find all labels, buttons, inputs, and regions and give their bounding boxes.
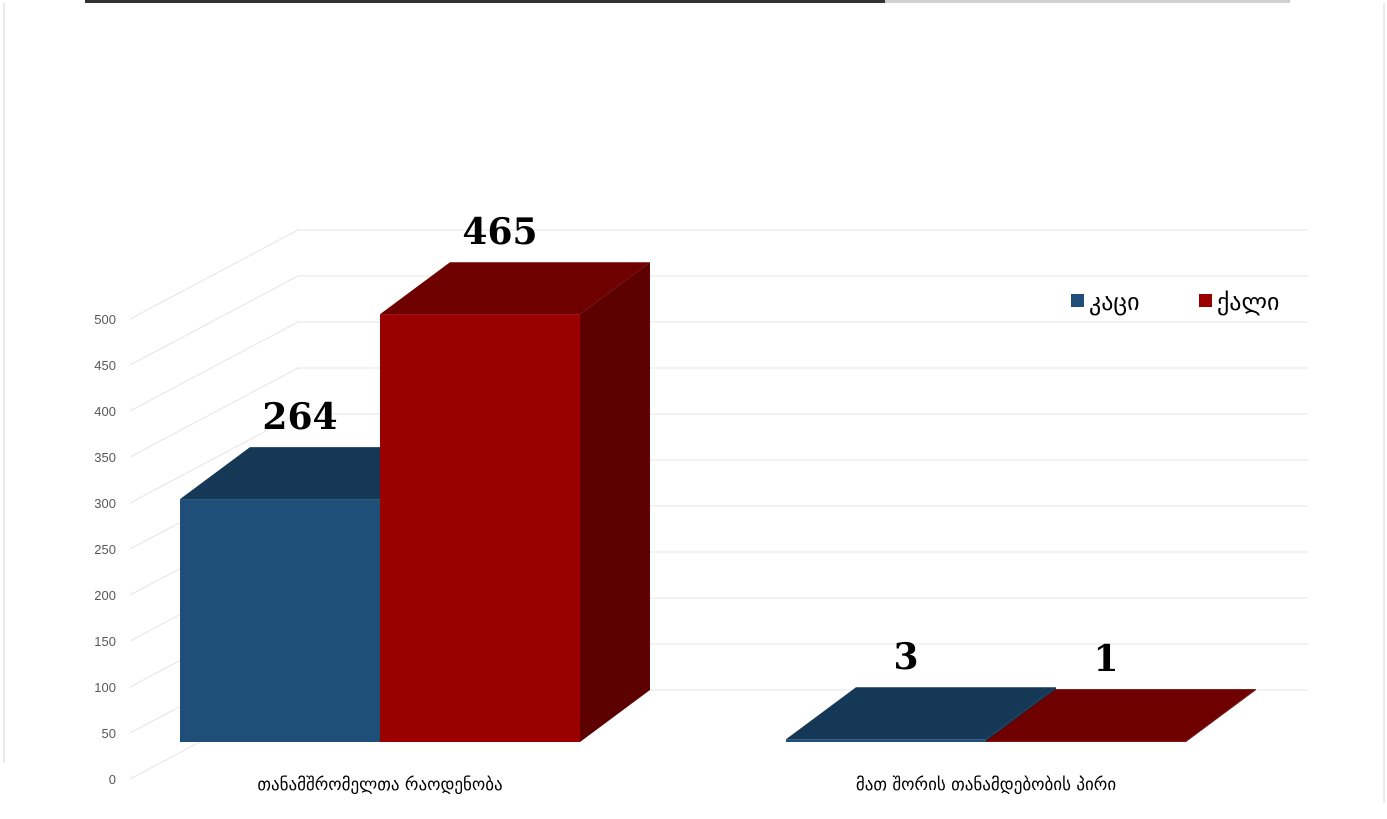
top-border-dark (85, 0, 885, 3)
y-tick-label: 450 (94, 358, 116, 373)
gridline-side (129, 367, 299, 458)
y-tick-label: 100 (94, 680, 116, 695)
bar-side-face (1186, 689, 1256, 742)
y-axis-tick-labels: 0 50 100 150 200 250 300 350 400 450 500 (94, 312, 116, 787)
y-tick-label: 300 (94, 496, 116, 511)
gridline-side (129, 321, 299, 412)
y-tick-label: 250 (94, 542, 116, 557)
y-tick-label: 200 (94, 588, 116, 603)
frame-left-edge (3, 3, 5, 763)
data-label: 465 (462, 211, 537, 253)
data-label: 1 (1093, 638, 1118, 680)
data-label: 264 (262, 396, 337, 438)
data-label: 3 (893, 636, 918, 678)
bar-front-face (986, 741, 1186, 742)
legend: კაცი ქალი (1071, 288, 1279, 316)
bar-top-face (986, 689, 1256, 742)
frame-right-edge (1383, 3, 1385, 803)
legend-swatch (1199, 294, 1212, 307)
gridline-side (129, 275, 299, 366)
x-category-label: მათ შორის თანამდებობის პირი (856, 775, 1116, 795)
bar-front-face (180, 499, 380, 742)
gridline-side (129, 229, 299, 320)
x-category-label: თანამშრომელთა რაოდენობა (257, 775, 502, 795)
bar-front-face (786, 739, 986, 742)
y-tick-label: 500 (94, 312, 116, 327)
legend-label: კაცი (1089, 288, 1140, 316)
bar-top-face (786, 687, 1056, 740)
x-axis-category-labels: თანამშრომელთა რაოდენობა მათ შორის თანამდე… (257, 775, 1116, 795)
y-tick-label: 150 (94, 634, 116, 649)
data-labels: 264 465 3 1 (262, 211, 1118, 680)
bar-top-face (380, 262, 650, 315)
y-tick-label: 400 (94, 404, 116, 419)
legend-label: ქალი (1217, 288, 1279, 316)
top-border-light (885, 0, 1290, 3)
gridline-side (129, 413, 299, 504)
bar-side-face (580, 262, 650, 742)
y-tick-label: 50 (102, 726, 116, 741)
bar-front-face (380, 314, 580, 742)
bars (180, 262, 1256, 742)
y-tick-label: 0 (109, 772, 116, 787)
y-tick-label: 350 (94, 450, 116, 465)
legend-swatch (1071, 294, 1084, 307)
